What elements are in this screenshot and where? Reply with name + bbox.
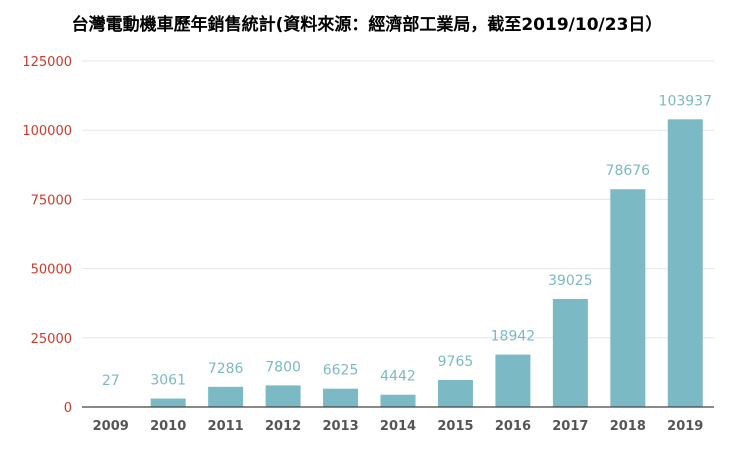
y-tick-label: 25000 xyxy=(31,332,72,347)
data-label: 7800 xyxy=(265,359,301,375)
chart-title: 台灣電動機車歷年銷售統計(資料來源：經濟部工業局，截至2019/10/23日） xyxy=(71,15,663,35)
x-tick-label: 2010 xyxy=(150,419,186,434)
data-label: 4442 xyxy=(380,369,416,385)
bars xyxy=(93,119,703,408)
data-label: 18942 xyxy=(491,329,536,345)
x-tick-label: 2009 xyxy=(93,419,129,434)
x-tick-label: 2013 xyxy=(322,419,358,434)
x-tick-label: 2012 xyxy=(265,419,301,434)
x-tick-label: 2018 xyxy=(610,419,646,434)
x-tick-label: 2015 xyxy=(437,419,473,434)
data-label: 27 xyxy=(102,373,120,389)
y-tick-label: 0 xyxy=(64,401,72,416)
y-axis-ticks: 0 25000 50000 75000 100000 125000 xyxy=(22,55,72,416)
bar xyxy=(667,119,703,408)
x-tick-label: 2011 xyxy=(208,419,244,434)
x-tick-label: 2016 xyxy=(495,419,531,434)
y-tick-label: 50000 xyxy=(31,263,72,278)
bar xyxy=(150,398,186,407)
x-tick-label: 2014 xyxy=(380,419,416,434)
data-label: 7286 xyxy=(208,361,244,377)
bar xyxy=(265,385,301,407)
x-tick-label: 2017 xyxy=(552,419,588,434)
data-label: 103937 xyxy=(659,93,712,109)
data-label: 78676 xyxy=(606,163,651,179)
bar xyxy=(437,379,473,407)
bar xyxy=(380,394,416,407)
x-tick-label: 2019 xyxy=(667,419,703,434)
bar xyxy=(610,189,646,407)
x-axis-ticks: 2009 2010 2011 2012 2013 2014 2015 2016 2017 2018… xyxy=(93,419,704,434)
y-tick-label: 75000 xyxy=(31,193,72,208)
bar xyxy=(495,354,531,407)
data-label: 9765 xyxy=(438,354,474,370)
data-label: 6625 xyxy=(323,363,359,379)
data-labels: 27 3061 7286 7800 6625 4442 9765 18942 39025 7867… xyxy=(102,93,712,389)
data-label: 39025 xyxy=(548,273,593,289)
bar xyxy=(208,386,244,407)
y-tick-label: 100000 xyxy=(22,124,72,139)
data-label: 3061 xyxy=(150,373,186,389)
y-tick-label: 125000 xyxy=(22,55,72,70)
bar xyxy=(552,298,588,407)
gridlines xyxy=(82,60,714,339)
bar xyxy=(323,388,359,407)
